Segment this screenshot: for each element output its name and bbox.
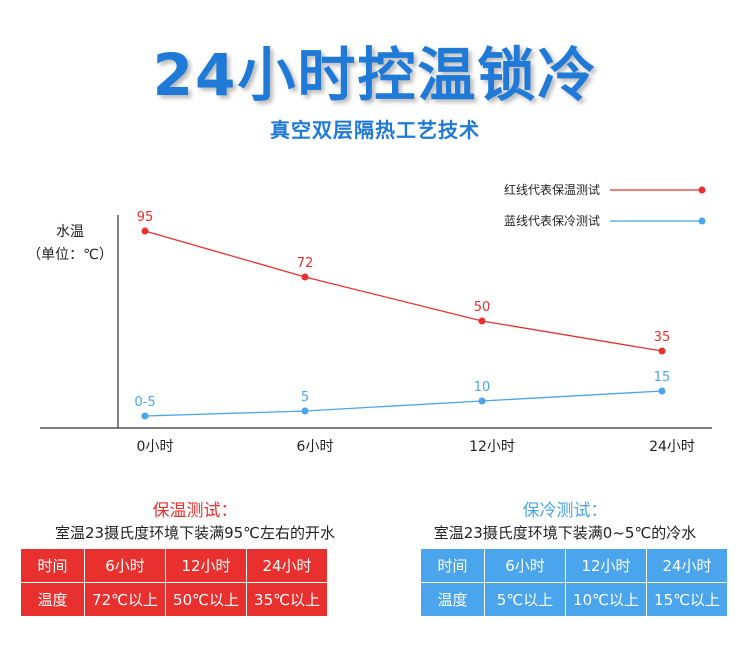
- data-label: 50: [474, 300, 491, 315]
- data-label: 72: [297, 256, 314, 271]
- data-label: 5: [301, 390, 309, 405]
- data-point: [658, 347, 666, 355]
- data-label: 10: [474, 380, 491, 395]
- cold-test-title: 保冷测试：: [522, 501, 608, 521]
- table-cell: 24小时: [246, 548, 328, 583]
- warm-test-table: 时间 6小时 12小时 24小时 温度 72℃以上 50℃以上 35℃以上: [20, 548, 328, 617]
- table-cell: 15℃以上: [646, 582, 728, 617]
- table-cell: 35℃以上: [246, 582, 328, 617]
- data-label: 15: [654, 370, 671, 385]
- table-cell: 12小时: [165, 548, 247, 583]
- data-point: [478, 397, 486, 405]
- data-point: [478, 317, 486, 325]
- warm-test-description: 室温23摄氏度环境下装满95℃左右的开水: [54, 524, 336, 542]
- table-cell: 10℃以上: [565, 582, 647, 617]
- legend-marker: [698, 217, 706, 225]
- table-cell: 24小时: [646, 548, 728, 583]
- table-row: 时间 6小时 12小时 24小时: [420, 548, 728, 583]
- x-tick-label: 12小时: [469, 439, 515, 455]
- table-cell: 温度: [420, 582, 485, 617]
- table-row: 时间 6小时 12小时 24小时: [20, 548, 328, 583]
- data-point: [658, 387, 666, 395]
- table-row: 温度 72℃以上 50℃以上 35℃以上: [20, 582, 328, 617]
- table-cell: 12小时: [565, 548, 647, 583]
- legend-label: 红线代表保温测试: [504, 182, 600, 197]
- data-label: 95: [137, 210, 154, 225]
- legend-marker: [698, 186, 706, 194]
- data-point: [301, 273, 309, 281]
- table-cell: 72℃以上: [84, 582, 166, 617]
- data-label: 35: [654, 330, 671, 345]
- x-tick-label: 24小时: [649, 439, 695, 455]
- table-row: 温度 5℃以上 10℃以上 15℃以上: [420, 582, 728, 617]
- table-cell: 5℃以上: [484, 582, 566, 617]
- x-tick-label: 6小时: [297, 439, 334, 455]
- cold-test-table: 时间 6小时 12小时 24小时 温度 5℃以上 10℃以上 15℃以上: [420, 548, 728, 617]
- y-axis-unit: （单位：℃）: [27, 247, 113, 263]
- x-tick-label: 0小时: [137, 439, 174, 455]
- data-point: [301, 407, 309, 415]
- table-cell: 6小时: [484, 548, 566, 583]
- legend-label: 蓝线代表保冷测试: [504, 213, 600, 228]
- table-cell: 6小时: [84, 548, 166, 583]
- data-point: [141, 227, 149, 235]
- table-cell: 时间: [20, 548, 85, 583]
- cold-test-description: 室温23摄氏度环境下装满0~5℃的冷水: [433, 524, 697, 542]
- series-line: [144, 390, 663, 417]
- page-title: 24小时控温锁冷: [152, 41, 598, 109]
- table-cell: 温度: [20, 582, 85, 617]
- data-label: 0-5: [134, 395, 155, 410]
- y-axis-label: 水温: [56, 224, 84, 240]
- table-cell: 时间: [420, 548, 485, 583]
- warm-test-title: 保温测试：: [152, 501, 238, 521]
- table-cell: 50℃以上: [165, 582, 247, 617]
- data-point: [141, 412, 149, 420]
- page-subtitle: 真空双层隔热工艺技术: [270, 118, 480, 142]
- series-line: [144, 230, 663, 352]
